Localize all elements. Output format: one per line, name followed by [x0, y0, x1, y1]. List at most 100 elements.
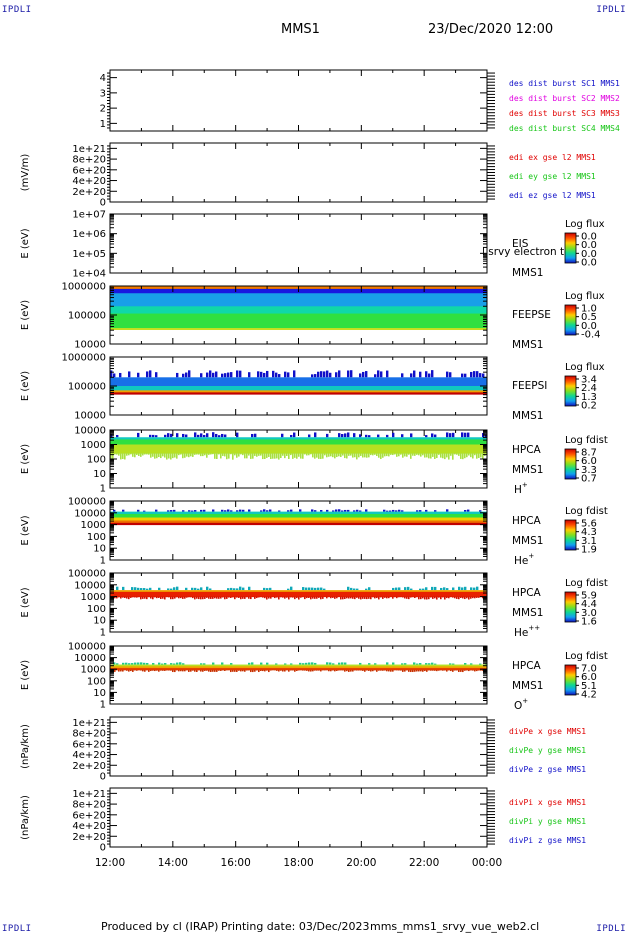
spectrogram-pixel: [395, 587, 398, 591]
spectrogram-pixel: [248, 453, 250, 456]
spectrogram-pixel: [258, 453, 260, 456]
spectrogram-pixel: [370, 596, 372, 600]
spectrogram-pixel: [194, 432, 197, 438]
spectrogram-pixel: [302, 669, 304, 671]
spectrogram-band: [110, 511, 487, 515]
spectrogram-pixel: [431, 662, 434, 665]
spectrogram-pixel: [134, 662, 137, 665]
spectrogram-pixel: [414, 596, 416, 599]
spectrogram-pixel: [260, 662, 263, 665]
spectrogram-pixel: [344, 433, 347, 438]
spectrogram-pixel: [266, 669, 268, 671]
spectrogram-pixel: [318, 596, 320, 598]
spectrogram-pixel: [186, 453, 188, 457]
spectrogram-pixel: [143, 510, 146, 512]
y-axis-label: E (eV): [20, 515, 31, 545]
spectrogram-band: [110, 590, 487, 593]
spectrogram-pixel: [216, 596, 218, 599]
spectrogram-pixel: [366, 453, 368, 458]
spectrogram-pixel: [354, 669, 356, 671]
spectrogram-pixel: [338, 509, 341, 512]
spectrogram-pixel: [335, 372, 338, 378]
spectrogram-pixel: [236, 510, 239, 512]
spectrogram-pixel: [156, 596, 158, 599]
spectrogram-pixel: [144, 669, 146, 672]
spectrogram-pixel: [450, 669, 452, 672]
spectrogram-pixel: [336, 596, 338, 599]
spectrogram-pixel: [350, 453, 352, 456]
y-tick-label: 8e+20: [72, 155, 106, 166]
y-tick-label: 1e+21: [72, 144, 106, 155]
spectrogram-pixel: [374, 669, 376, 671]
colorbar: [564, 448, 577, 480]
spectrogram-pixel: [224, 373, 227, 378]
spectrogram-pixel: [155, 435, 158, 438]
spectrogram-pixel: [460, 453, 462, 459]
spectrogram-pixel: [272, 453, 274, 459]
spectrogram-pixel: [422, 596, 424, 599]
spectrogram-pixel: [221, 509, 224, 512]
spectrogram-pixel: [170, 588, 173, 591]
spectrogram-pixel: [262, 453, 264, 460]
spectrogram-band: [110, 306, 487, 315]
spectrogram-pixel: [366, 596, 368, 600]
spectrogram-pixel: [308, 587, 311, 591]
spectrogram-pixel: [294, 453, 296, 458]
spectrogram-pixel: [196, 453, 198, 455]
spectrogram-pixel: [209, 370, 212, 378]
spectrogram-pixel: [130, 453, 132, 455]
spectrogram-pixel: [116, 596, 118, 599]
spectrogram-pixel: [410, 596, 412, 598]
colorbar: [564, 519, 577, 551]
spectrogram-pixel: [186, 596, 188, 598]
spectrogram-pixel: [326, 370, 329, 378]
spectrogram-pixel: [274, 453, 276, 459]
spectrogram-pixel: [113, 373, 116, 378]
spectrogram-pixel: [460, 669, 462, 672]
spectrogram-pixel: [476, 586, 479, 591]
spectrogram-pixel: [368, 453, 370, 458]
spectrogram-pixel: [184, 669, 186, 672]
header-spacecraft: MMS1: [281, 22, 320, 37]
spectrogram-pixel: [466, 453, 468, 458]
spectrogram-pixel: [137, 509, 140, 512]
spectrogram-pixel: [128, 453, 130, 456]
spectrogram-pixel: [262, 596, 264, 598]
spectrogram-pixel: [142, 453, 144, 456]
spectrogram-pixel: [178, 596, 180, 599]
spectrogram-pixel: [238, 669, 240, 671]
spectrogram-pixel: [234, 596, 236, 600]
spectrogram-pixel: [184, 596, 186, 599]
spectrogram-pixel: [266, 510, 269, 512]
spectrogram-pixel: [431, 586, 434, 591]
spectrogram-pixel: [434, 510, 437, 512]
legend-entry: edi ex gse l2 MMS1: [509, 153, 596, 162]
spectrogram-pixel: [412, 596, 414, 598]
spectrogram-pixel: [215, 371, 218, 378]
spectrogram-pixel: [198, 596, 200, 600]
colorbar-tick-label: 1.9: [581, 545, 597, 556]
spectrogram-pixel: [126, 596, 128, 599]
spectrogram-pixel: [194, 596, 196, 600]
spectrogram-pixel: [395, 510, 398, 512]
instrument-label: EIS: [512, 238, 529, 250]
spectrogram-pixel: [401, 663, 404, 665]
legend-entry: divPe y gse MMS1: [509, 746, 586, 755]
spectrogram-pixel: [372, 669, 374, 672]
spectrogram-pixel: [380, 669, 382, 671]
colorbar-tick-label: 4.3: [581, 527, 597, 538]
spectrogram-pixel: [310, 669, 312, 672]
y-tick-label: 1000: [81, 665, 106, 676]
spectrogram-pixel: [464, 596, 466, 600]
spectrogram-pixel: [232, 453, 234, 460]
spectrogram-pixel: [268, 669, 270, 673]
spectrogram-pixel: [216, 669, 218, 672]
spectrogram-pixel: [479, 663, 482, 665]
spectrogram-pixel: [464, 373, 467, 378]
legend-entry: divPi y gse MMS1: [509, 817, 586, 826]
spectrogram-pixel: [236, 669, 238, 672]
spectrogram-pixel: [293, 370, 296, 378]
spectrogram-pixel: [431, 433, 434, 438]
spectrogram-pixel: [467, 509, 470, 512]
